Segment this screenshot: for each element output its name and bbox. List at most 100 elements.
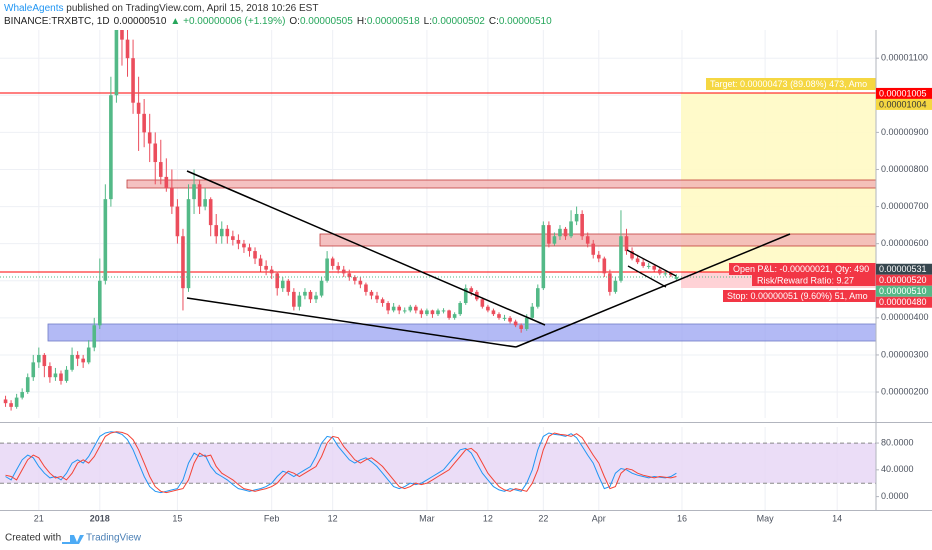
rr-label: Risk/Reward Ratio: 9.27 (757, 275, 854, 285)
candle-body (541, 225, 546, 289)
candle-body (641, 262, 645, 266)
candle-body (519, 325, 523, 329)
candle-body (669, 273, 673, 276)
price: 0.00000510 (114, 16, 167, 27)
candle-body (25, 377, 30, 393)
candle-body (447, 310, 451, 318)
candle-body (280, 280, 285, 289)
candle-body (513, 321, 518, 326)
candle-body (136, 102, 141, 114)
symbol: BINANCE:TRXBTC, 1D (4, 16, 110, 27)
candle-body (430, 310, 435, 315)
candle-body (419, 310, 424, 315)
change: ▲ +0.00000006 (+1.19%) (170, 16, 285, 27)
candle-body (269, 269, 274, 274)
candle-body (336, 265, 341, 270)
ohlc-value: 0.00000518 (367, 16, 420, 27)
x-tick-label: 21 (34, 513, 44, 523)
y-tick-label: 0.00000600 (881, 238, 929, 248)
candle-body (391, 306, 396, 311)
candle-body (158, 162, 163, 177)
candle-body (103, 199, 108, 281)
candle-body (14, 397, 19, 407)
support-zone (47, 323, 876, 342)
candle-body (253, 251, 257, 259)
price-label-box (876, 285, 932, 297)
candle-body (125, 39, 130, 59)
price-label-box (876, 263, 932, 275)
candle-body (181, 236, 185, 289)
y-tick-label: 0.00000300 (881, 349, 929, 359)
author[interactable]: WhaleAgents (4, 3, 63, 14)
candle-body (441, 310, 446, 312)
trend-line (515, 233, 791, 348)
candle-body (170, 188, 174, 207)
candle-body (635, 258, 640, 263)
candle-body (436, 310, 440, 315)
price-label-box (876, 87, 932, 99)
candle-body (408, 306, 413, 311)
y-tick-label: 40.0000 (881, 464, 914, 474)
candle-body (508, 317, 512, 322)
candle-body (524, 317, 529, 329)
candle-body (646, 265, 651, 267)
candle-body (97, 280, 102, 326)
x-tick-label: Feb (264, 513, 280, 523)
candle-body (535, 288, 540, 307)
x-tick-label: Apr (592, 513, 606, 523)
stoch-band (0, 443, 876, 484)
candle-body (225, 228, 230, 237)
candle-body (463, 288, 468, 304)
ohlc-value: 0.00000502 (432, 16, 485, 27)
candle-body (247, 247, 252, 252)
candle-body (369, 291, 374, 296)
candle-body (663, 273, 668, 275)
price-label-box (876, 98, 932, 110)
brand[interactable]: TradingView (86, 533, 142, 544)
ohlc-label: L: (424, 16, 432, 27)
candle-body (192, 184, 196, 200)
candle-body (547, 225, 551, 244)
y-tick-label: 0.00000400 (881, 312, 929, 322)
published-line: WhaleAgents published on TradingView.com… (4, 3, 318, 14)
y-tick-label: 0.00000200 (881, 386, 929, 396)
candle-body (569, 221, 573, 237)
candle-body (314, 295, 318, 300)
ohlc-value: 0.00000505 (300, 16, 353, 27)
candle-body (258, 258, 263, 266)
candle-body (142, 113, 146, 133)
axes: 21 2018 15 Feb 12 Mar 12 22 Apr 16 May 14 0.00000200… (0, 30, 932, 523)
candle-body (92, 325, 97, 348)
candle-body (297, 295, 302, 307)
candle-body (231, 236, 235, 240)
candle-body (303, 291, 307, 296)
x-tick-label: 15 (172, 513, 182, 523)
candle-body (619, 236, 623, 281)
candle-body (81, 358, 85, 363)
candle-body (580, 213, 584, 237)
trend-line (186, 170, 546, 326)
y-tick-label: 80.0000 (881, 437, 914, 447)
footer: Created with TradingView (5, 533, 142, 544)
candle-body (203, 199, 207, 207)
x-tick-label: Mar (419, 513, 435, 523)
candle-body (602, 258, 607, 274)
candle-body (86, 347, 91, 363)
trend-line (626, 249, 677, 277)
ohlc-label: O: (289, 16, 300, 27)
candle-body (164, 176, 169, 189)
candle-body (624, 236, 629, 252)
candle-body (563, 228, 568, 237)
candle-body (364, 284, 368, 292)
target-box (706, 78, 876, 90)
candle-body (319, 280, 324, 296)
pnl-label: Open P&L: -0.00000021, Qty: 490 (733, 264, 869, 274)
candle-body (131, 58, 135, 103)
candle-body (208, 199, 213, 226)
brand-logo (62, 535, 84, 544)
created-with: Created with (5, 533, 61, 544)
candle-body (585, 236, 590, 244)
candle-body (630, 251, 634, 259)
candle-body (358, 280, 363, 285)
